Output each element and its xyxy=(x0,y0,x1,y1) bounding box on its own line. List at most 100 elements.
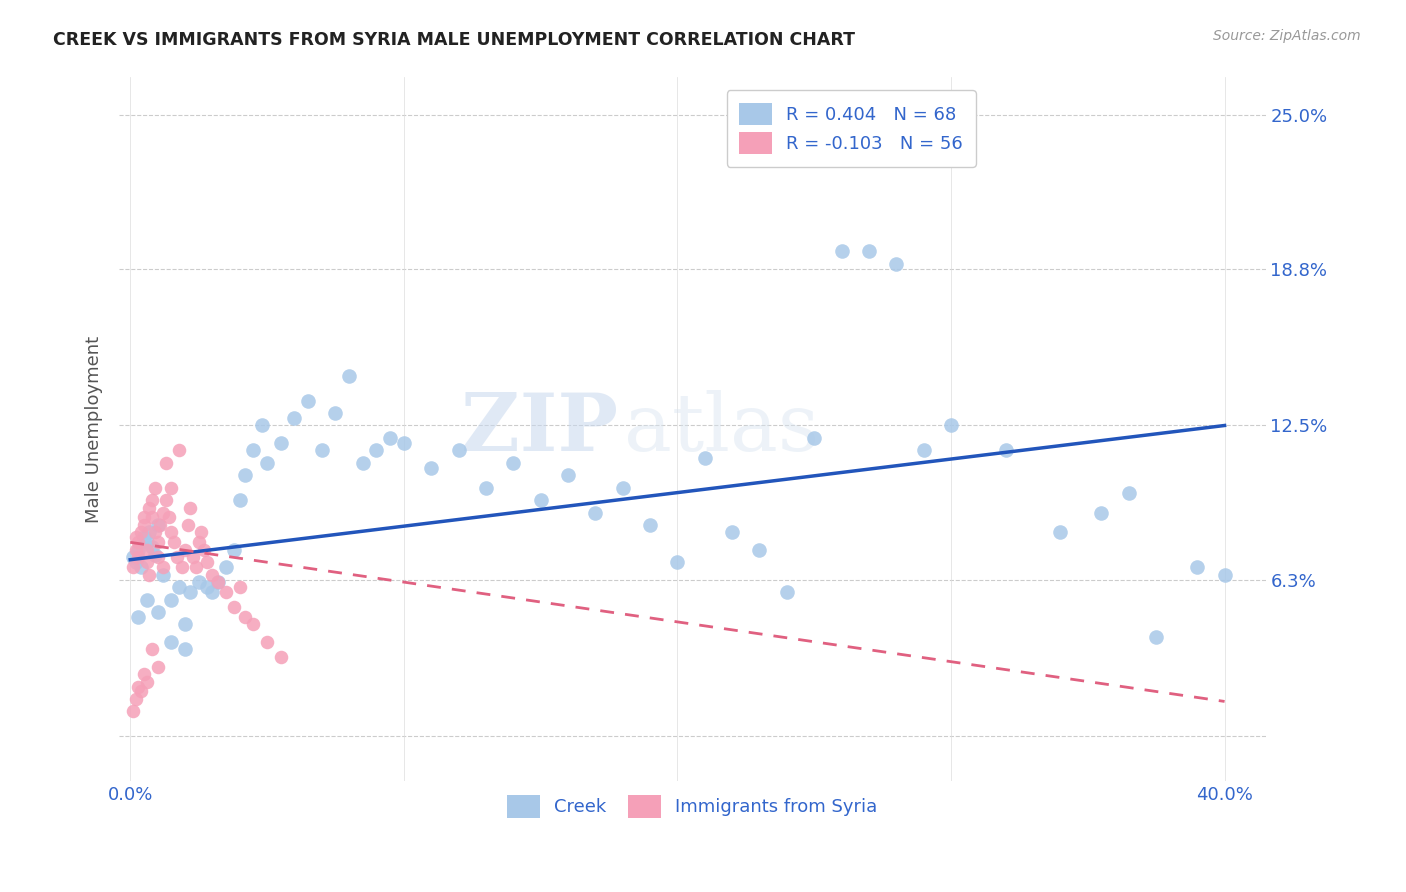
Point xyxy=(146,659,169,673)
Point xyxy=(160,634,183,648)
Point xyxy=(135,555,157,569)
Point xyxy=(135,674,157,689)
Point xyxy=(138,525,160,540)
Point xyxy=(138,567,160,582)
Point xyxy=(638,517,661,532)
Point xyxy=(187,575,209,590)
Point xyxy=(122,705,145,719)
Point xyxy=(193,542,215,557)
Point xyxy=(157,510,180,524)
Point xyxy=(1090,506,1112,520)
Point xyxy=(270,649,292,664)
Point xyxy=(163,535,186,549)
Point xyxy=(270,436,292,450)
Point xyxy=(420,460,443,475)
Point xyxy=(475,481,498,495)
Point xyxy=(215,560,238,574)
Point xyxy=(803,431,825,445)
Point xyxy=(152,560,174,574)
Point xyxy=(242,617,264,632)
Point xyxy=(256,634,278,648)
Point xyxy=(174,642,197,657)
Point xyxy=(721,525,744,540)
Point xyxy=(141,642,163,657)
Point xyxy=(152,567,174,582)
Point xyxy=(884,257,907,271)
Point xyxy=(166,550,188,565)
Point xyxy=(831,244,853,259)
Point xyxy=(184,560,207,574)
Point xyxy=(132,530,155,544)
Point xyxy=(583,506,606,520)
Point xyxy=(169,580,191,594)
Point xyxy=(693,450,716,465)
Point xyxy=(557,468,579,483)
Point xyxy=(127,542,149,557)
Point xyxy=(146,517,169,532)
Point xyxy=(127,610,149,624)
Point xyxy=(127,680,149,694)
Point xyxy=(939,418,962,433)
Point xyxy=(146,535,169,549)
Point xyxy=(135,535,157,549)
Point xyxy=(378,431,401,445)
Point xyxy=(125,530,148,544)
Point xyxy=(143,548,166,562)
Point xyxy=(1118,485,1140,500)
Point xyxy=(160,481,183,495)
Point xyxy=(181,550,204,565)
Point xyxy=(179,585,201,599)
Point xyxy=(612,481,634,495)
Point xyxy=(297,393,319,408)
Point xyxy=(201,567,224,582)
Legend: Creek, Immigrants from Syria: Creek, Immigrants from Syria xyxy=(501,789,884,825)
Point xyxy=(1213,567,1236,582)
Point xyxy=(135,592,157,607)
Point xyxy=(146,605,169,619)
Point xyxy=(228,580,250,594)
Point xyxy=(666,555,689,569)
Point xyxy=(122,550,145,565)
Point xyxy=(250,418,273,433)
Point xyxy=(502,456,524,470)
Point xyxy=(152,506,174,520)
Point xyxy=(1049,525,1071,540)
Point xyxy=(138,500,160,515)
Point xyxy=(224,542,246,557)
Y-axis label: Male Unemployment: Male Unemployment xyxy=(86,335,103,523)
Point xyxy=(122,560,145,574)
Point xyxy=(174,617,197,632)
Point xyxy=(132,517,155,532)
Point xyxy=(149,517,172,532)
Point xyxy=(179,500,201,515)
Point xyxy=(201,585,224,599)
Point xyxy=(207,575,229,590)
Point xyxy=(190,525,212,540)
Point xyxy=(242,443,264,458)
Point xyxy=(125,555,148,569)
Point xyxy=(127,550,149,565)
Point xyxy=(135,542,157,557)
Point xyxy=(160,592,183,607)
Point xyxy=(176,517,198,532)
Point xyxy=(311,443,333,458)
Point xyxy=(132,667,155,681)
Text: ZIP: ZIP xyxy=(461,390,617,468)
Point xyxy=(1144,630,1167,644)
Point xyxy=(283,411,305,425)
Point xyxy=(228,493,250,508)
Point xyxy=(195,555,218,569)
Point xyxy=(224,599,246,614)
Point xyxy=(172,560,194,574)
Point xyxy=(748,542,770,557)
Point xyxy=(233,468,256,483)
Point xyxy=(447,443,470,458)
Point xyxy=(366,443,388,458)
Point xyxy=(912,443,935,458)
Point xyxy=(529,493,551,508)
Point xyxy=(337,368,360,383)
Point xyxy=(155,493,177,508)
Point xyxy=(174,542,197,557)
Point xyxy=(776,585,799,599)
Point xyxy=(352,456,374,470)
